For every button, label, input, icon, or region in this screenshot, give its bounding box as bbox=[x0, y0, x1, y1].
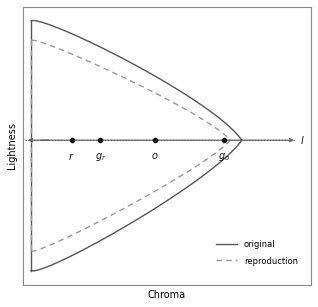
Text: $g_r$: $g_r$ bbox=[95, 151, 106, 163]
Legend: original, reproduction: original, reproduction bbox=[213, 237, 301, 269]
Text: $g_o$: $g_o$ bbox=[218, 151, 231, 163]
X-axis label: Chroma: Chroma bbox=[148, 290, 186, 300]
Text: $o$: $o$ bbox=[151, 151, 159, 161]
Text: $l$: $l$ bbox=[300, 134, 304, 146]
Y-axis label: Lightness: Lightness bbox=[7, 122, 17, 169]
Text: $r$: $r$ bbox=[68, 151, 75, 162]
